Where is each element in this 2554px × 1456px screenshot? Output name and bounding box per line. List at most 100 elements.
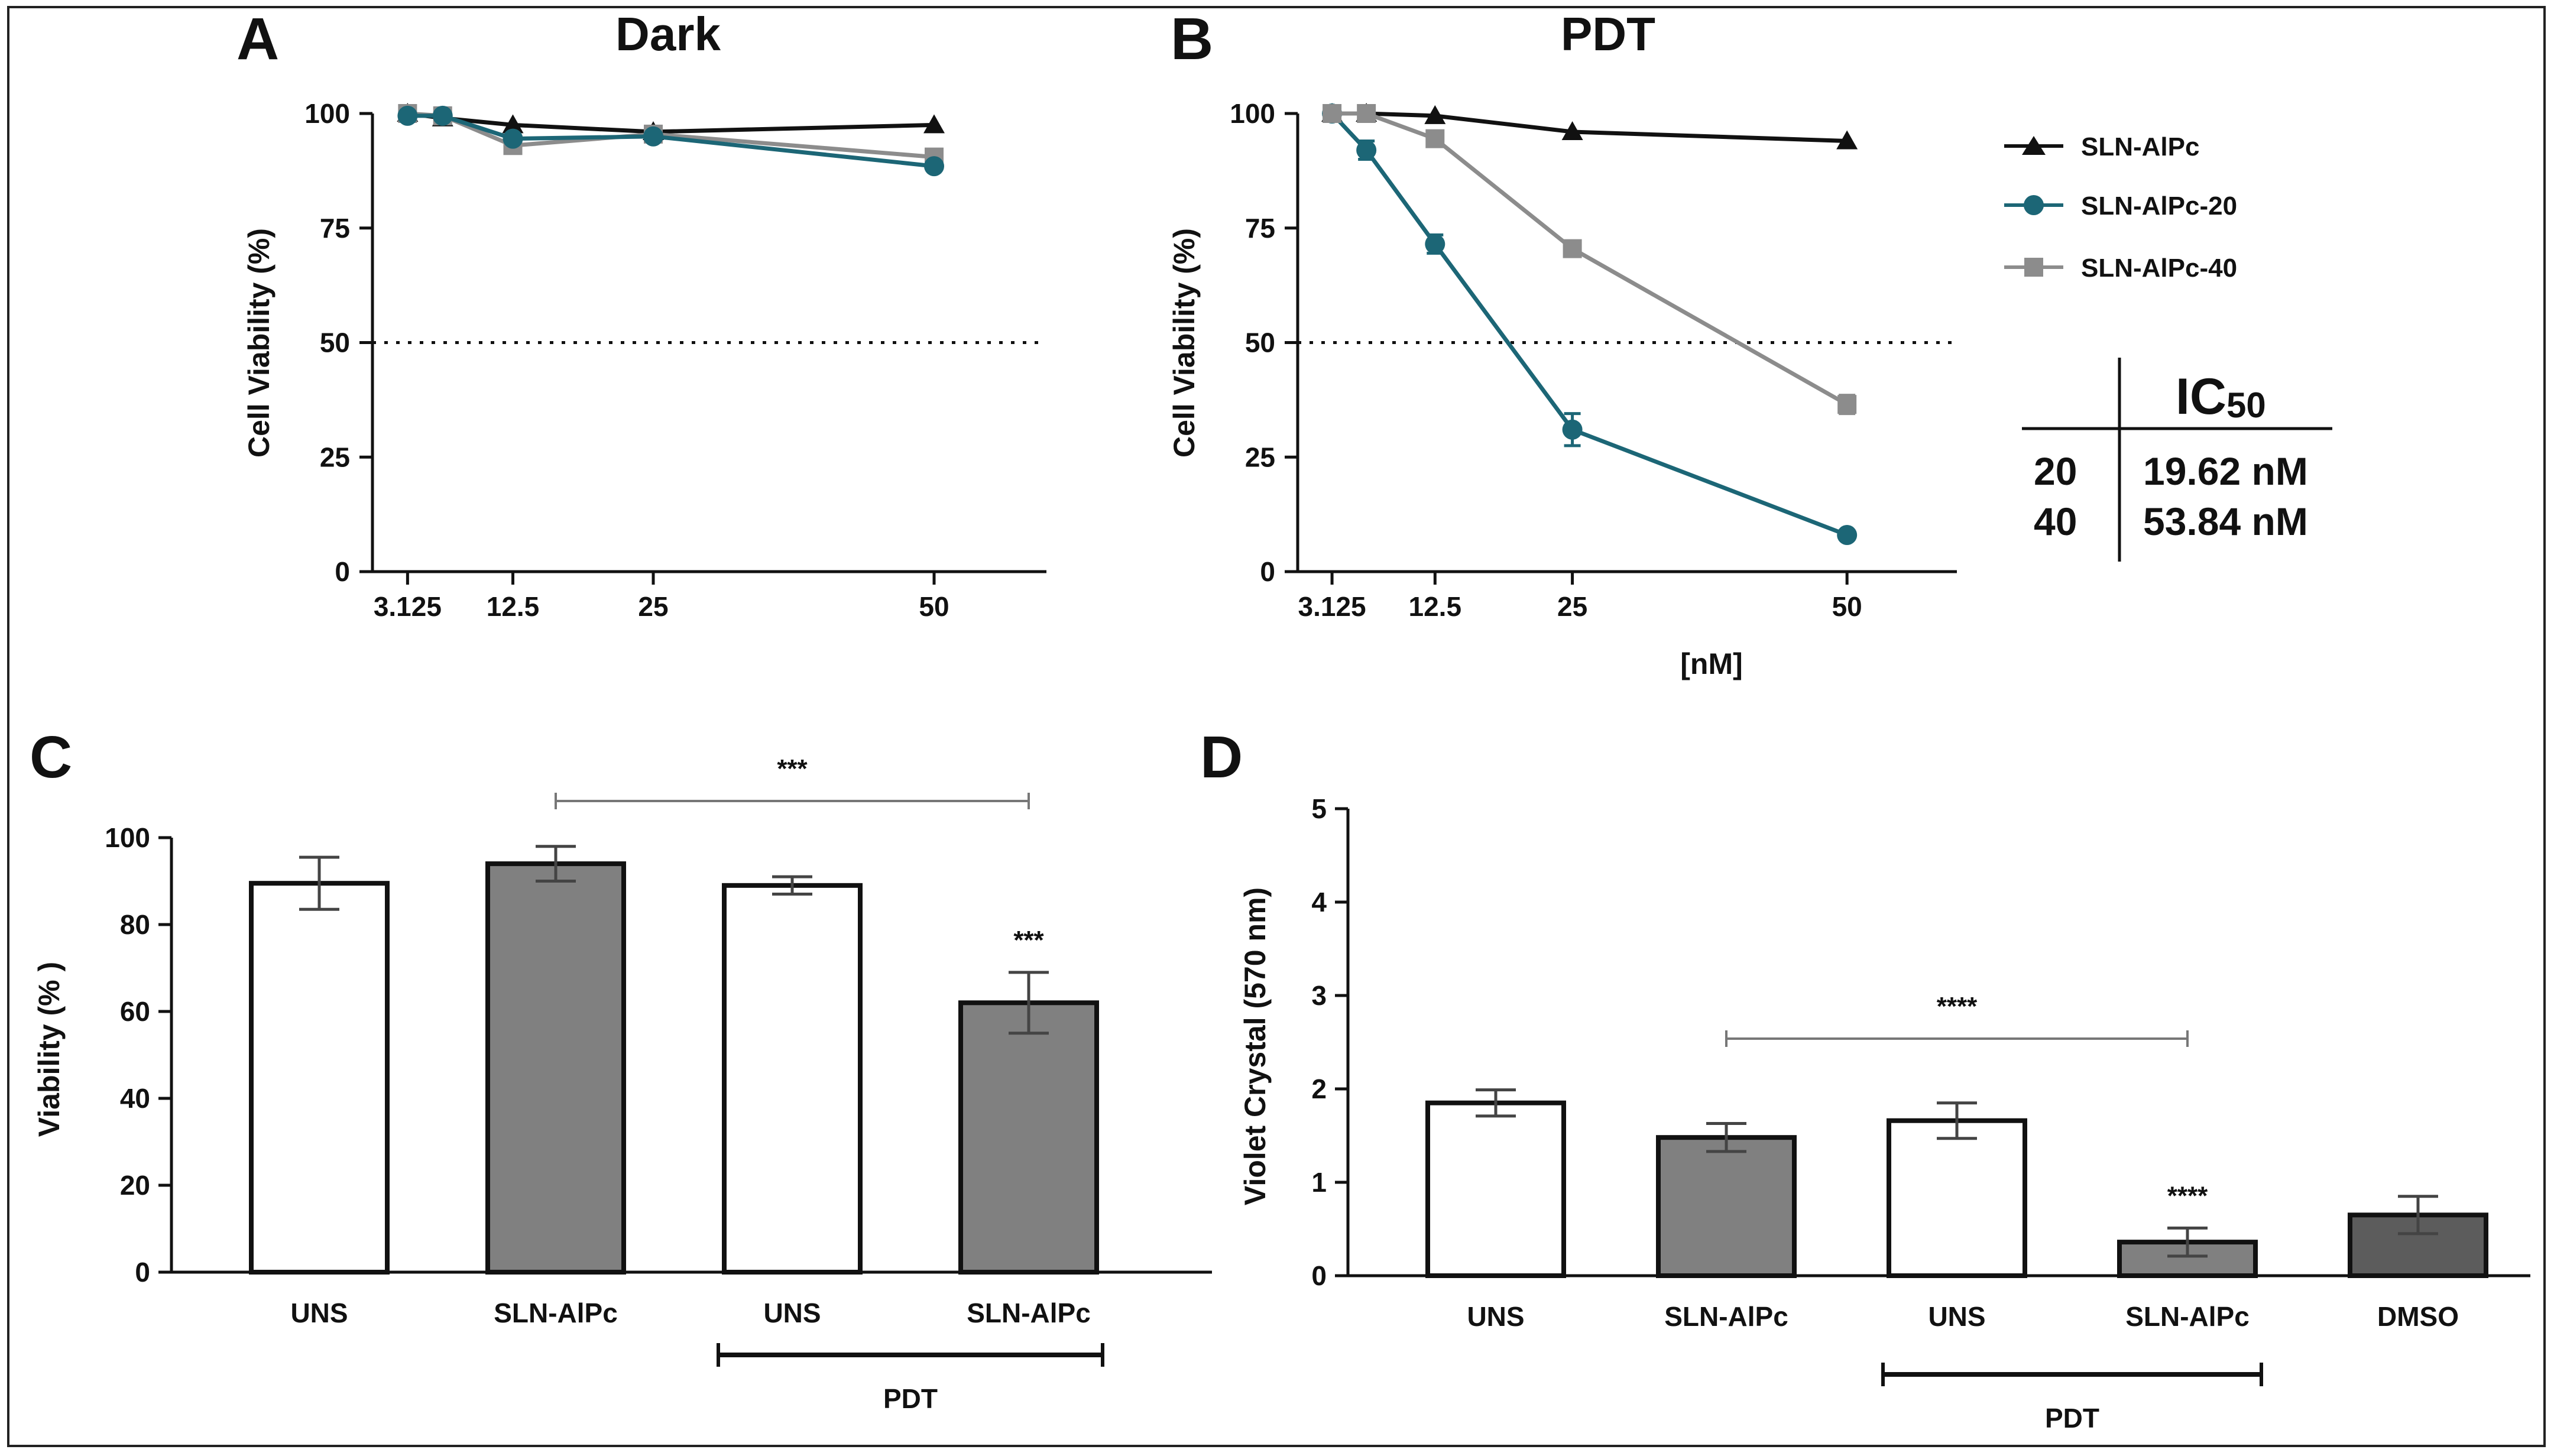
bar-uns — [249, 881, 390, 1275]
bar-sln-alpc — [2117, 1240, 2258, 1279]
data-point-triangle — [923, 114, 945, 134]
legend-label: SLN-AlPc — [2081, 132, 2199, 161]
bar-uns — [722, 883, 863, 1275]
data-point-triangle — [1424, 105, 1446, 124]
legend-label: SLN-AlPc-20 — [2081, 192, 2237, 220]
data-point-circle — [1356, 140, 1377, 160]
panel-letter: B — [1171, 6, 1213, 72]
bar-sln-alpc — [1656, 1135, 1797, 1279]
significance-label: **** — [1937, 992, 1978, 1021]
y-axis-label: Viability (% ) — [33, 962, 66, 1137]
panel-c: C Viability (% ) 0 20 40 60 80 100 UNS SLN-AlP… — [30, 724, 1212, 1414]
significance-label: **** — [2167, 1181, 2208, 1210]
y-tick-label: 1 — [1311, 1167, 1327, 1198]
data-point-circle — [643, 126, 663, 147]
ic50-table: IC50 20 19.62 nM 40 53.84 nM — [2022, 358, 2332, 562]
data-point-square — [1837, 395, 1857, 414]
data-point-triangle — [1561, 121, 1583, 140]
x-tick-label: UNS — [290, 1298, 348, 1328]
triangle-marker — [2022, 136, 2046, 155]
panel-d: D Violet Crystal (570 nm) 0 1 2 3 4 5 UNS SLN-… — [1200, 724, 2530, 1434]
y-tick-label: 25 — [320, 442, 350, 472]
legend-entry-sln-alpc: SLN-AlPc — [2004, 132, 2199, 161]
x-tick-label: 25 — [1557, 591, 1587, 622]
data-point-triangle — [502, 114, 524, 134]
chart-title: PDT — [1561, 8, 1655, 60]
y-tick-label: 0 — [1260, 556, 1275, 587]
y-tick-label: 80 — [120, 909, 150, 940]
x-tick-label: UNS — [763, 1298, 821, 1328]
y-tick-label: 20 — [120, 1170, 150, 1201]
axes: 0 25 50 75 100 3.125 12.5 25 50 — [1230, 98, 1957, 622]
data-point-circle — [1837, 525, 1858, 545]
y-tick-label: 100 — [105, 822, 150, 853]
group-label: PDT — [883, 1383, 938, 1414]
x-tick-label: 12.5 — [487, 591, 540, 622]
bars-layer: UNS SLN-AlPc UNS SLN-AlPc **** DMSO PDT **** — [1425, 992, 2488, 1434]
bars-layer: UNS SLN-AlPc UNS SLN-AlPc *** PDT *** — [249, 754, 1104, 1414]
x-tick-label: SLN-AlPc — [1664, 1301, 1788, 1332]
x-tick-label: SLN-AlPc — [494, 1298, 618, 1328]
y-axis-label: Violet Crystal (570 nm) — [1239, 887, 1272, 1205]
y-tick-label: 60 — [120, 996, 150, 1027]
x-tick-label: UNS — [1928, 1301, 1985, 1332]
panel-letter: A — [236, 6, 279, 72]
data-point-square — [1563, 239, 1582, 258]
ic50-row-value: 53.84 nM — [2143, 500, 2308, 543]
y-axis-label: Cell Viability (%) — [242, 228, 276, 458]
x-tick-label: 25 — [638, 591, 668, 622]
bar-sln-alpc — [485, 861, 626, 1275]
ic50-row-label: 40 — [2034, 500, 2077, 543]
circle-marker — [2024, 195, 2044, 215]
significance-label: *** — [1013, 926, 1044, 955]
bar-uns — [1425, 1100, 1566, 1278]
bar-sln-alpc — [958, 1000, 1099, 1275]
data-point-square — [1425, 129, 1445, 148]
y-tick-label: 75 — [1245, 213, 1275, 244]
x-tick-label: 50 — [919, 591, 949, 622]
y-tick-label: 0 — [1311, 1260, 1327, 1291]
y-tick-label: 100 — [1230, 98, 1275, 129]
x-tick-label: 3.125 — [374, 591, 442, 622]
ic50-row-label: 20 — [2034, 449, 2077, 493]
x-axis-label: [nM] — [1680, 647, 1743, 680]
x-tick-label: 3.125 — [1298, 591, 1366, 622]
series-layer — [1321, 103, 1858, 545]
y-tick-label: 100 — [304, 98, 350, 129]
data-point-square — [1357, 104, 1376, 123]
ic50-header-main: IC — [2176, 368, 2226, 425]
y-tick-label: 50 — [320, 327, 350, 358]
y-tick-label: 0 — [135, 1257, 150, 1288]
y-tick-label: 0 — [335, 556, 350, 587]
series-sln-alpc-40 — [1323, 104, 1857, 416]
x-tick-label: DMSO — [2377, 1301, 2459, 1332]
data-point-circle — [397, 105, 418, 126]
panel-b: B PDT Cell Viability (%) [nM] 0 25 50 75 100… — [1168, 6, 1957, 680]
x-tick-label: 50 — [1832, 591, 1862, 622]
square-marker — [2024, 258, 2043, 277]
chart-title: Dark — [615, 8, 721, 60]
y-tick-label: 50 — [1245, 327, 1275, 358]
data-point-triangle — [1836, 130, 1858, 150]
data-point-circle — [432, 105, 453, 126]
series-sln-alpc-20 — [397, 105, 944, 177]
ic50-header-sub: 50 — [2226, 385, 2266, 425]
y-tick-label: 5 — [1311, 793, 1327, 824]
series-layer — [397, 103, 945, 177]
legend-entry-sln-alpc-20: SLN-AlPc-20 — [2004, 192, 2237, 220]
data-point-circle — [503, 128, 523, 149]
data-point-square — [1323, 104, 1342, 123]
x-tick-label: UNS — [1467, 1301, 1524, 1332]
x-tick-label: SLN-AlPc — [967, 1298, 1091, 1328]
bar-uns — [1887, 1118, 2027, 1278]
data-point-circle — [924, 156, 944, 177]
legend: SLN-AlPc SLN-AlPc-20 SLN-AlPc-40 — [2004, 132, 2237, 283]
y-tick-label: 3 — [1311, 980, 1327, 1011]
panel-letter: D — [1200, 724, 1243, 790]
y-tick-label: 25 — [1245, 442, 1275, 472]
y-tick-label: 40 — [120, 1083, 150, 1114]
x-tick-label: SLN-AlPc — [2125, 1301, 2250, 1332]
legend-label: SLN-AlPc-40 — [2081, 254, 2237, 283]
y-tick-label: 75 — [320, 213, 350, 244]
